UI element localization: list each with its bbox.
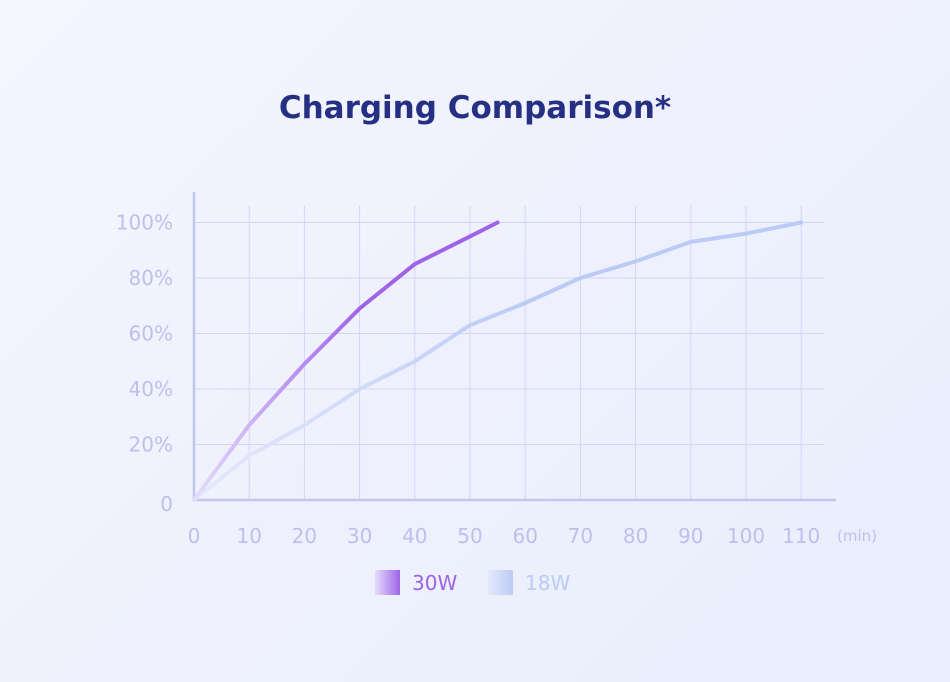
y-tick-label-20: 20% bbox=[129, 433, 173, 457]
legend-label-18w: 18W bbox=[525, 571, 570, 595]
legend-swatch-18w bbox=[488, 570, 513, 595]
y-tick-label-40: 40% bbox=[129, 377, 173, 401]
legend: 30W 18W bbox=[375, 570, 570, 595]
x-tick-label-90: 90 bbox=[678, 524, 703, 548]
x-tick-label-20: 20 bbox=[292, 524, 317, 548]
axes bbox=[192, 192, 836, 502]
series-line-30w bbox=[192, 220, 500, 502]
x-axis-unit-label: (min) bbox=[837, 527, 877, 545]
x-tick-label-10: 10 bbox=[236, 524, 261, 548]
y-tick-label-60: 60% bbox=[129, 322, 173, 346]
x-tick-label-50: 50 bbox=[457, 524, 482, 548]
chart-title: Charging Comparison* bbox=[279, 90, 671, 126]
legend-swatch-30w bbox=[375, 570, 400, 595]
x-tick-label-110: 110 bbox=[782, 524, 820, 548]
x-tick-label-80: 80 bbox=[623, 524, 648, 548]
series-line-18w bbox=[192, 220, 804, 502]
x-tick-label-100: 100 bbox=[727, 524, 765, 548]
x-tick-label-60: 60 bbox=[512, 524, 537, 548]
series-lines bbox=[192, 220, 804, 502]
tick-labels: 0 20% 40% 60% 80% 100% 0 10 20 30 40 50 60 70 80 90 100 1… bbox=[116, 211, 820, 549]
legend-label-30w: 30W bbox=[412, 571, 457, 595]
y-tick-label-0: 0 bbox=[160, 492, 173, 516]
grid-lines bbox=[194, 206, 824, 500]
y-tick-label-100: 100% bbox=[116, 211, 173, 235]
x-tick-label-70: 70 bbox=[568, 524, 593, 548]
x-tick-label-0: 0 bbox=[188, 524, 201, 548]
x-tick-label-40: 40 bbox=[402, 524, 427, 548]
y-tick-label-80: 80% bbox=[129, 266, 173, 290]
x-tick-label-30: 30 bbox=[347, 524, 372, 548]
